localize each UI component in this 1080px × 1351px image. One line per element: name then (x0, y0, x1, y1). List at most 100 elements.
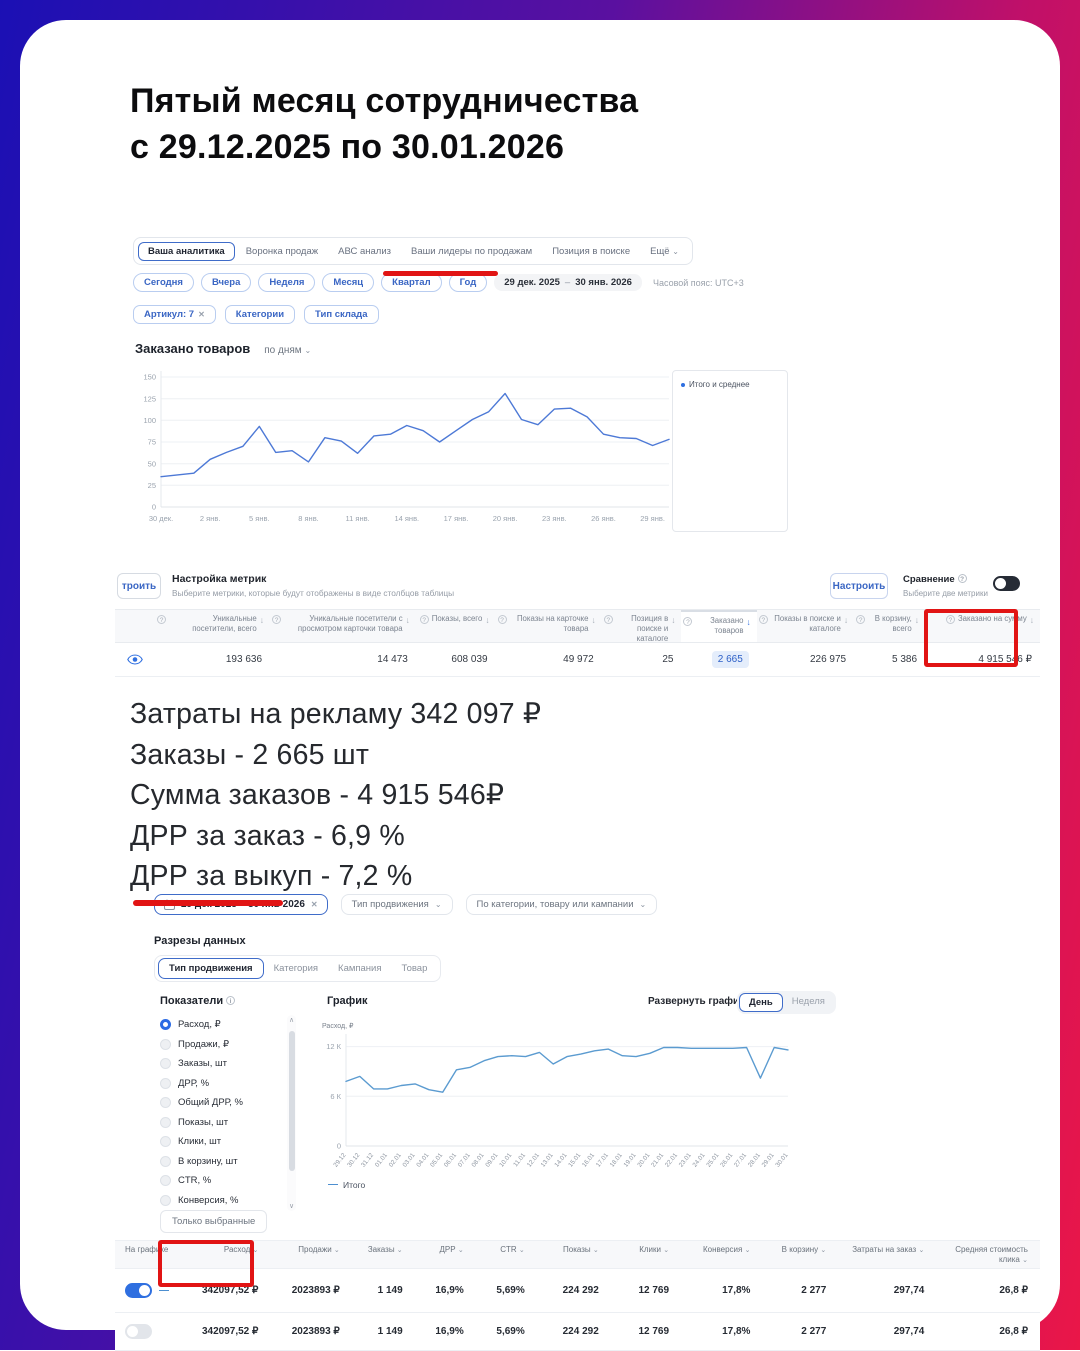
svg-text:27.01: 27.01 (733, 1152, 749, 1169)
indicator-drr[interactable]: ДРР, % (160, 1074, 280, 1094)
radio-icon[interactable] (160, 1097, 171, 1109)
radio-icon[interactable] (160, 1116, 171, 1128)
toggle-week-button[interactable]: Неделя (791, 996, 825, 1007)
indicator-total-drr[interactable]: Общий ДРР, % (160, 1093, 280, 1113)
tab-your-analytics[interactable]: Ваша аналитика (138, 241, 235, 261)
help-icon[interactable]: ? (497, 615, 507, 624)
help-icon[interactable]: ? (758, 615, 768, 624)
sort-desc-icon[interactable]: ↓ (1029, 615, 1035, 625)
on-graph-toggle-on[interactable] (125, 1283, 152, 1298)
indicator-spend[interactable]: Расход, ₽ (160, 1015, 280, 1035)
help-icon[interactable]: ? (419, 615, 429, 624)
stat-order-sum: Сумма заказов - 4 915 546₽ (130, 779, 505, 811)
cut-tab-product[interactable]: Товар (401, 963, 428, 974)
help-icon[interactable]: ? (957, 574, 967, 583)
radio-selected-icon[interactable] (160, 1019, 171, 1031)
col-drr[interactable]: ДРР ⌄ (439, 1245, 464, 1254)
col-spend[interactable]: Расход ⌄ (223, 1245, 259, 1254)
date-range-picker[interactable]: 29 дек. 2025–30 янв. 2026 (494, 274, 642, 291)
tab-sales-funnel[interactable]: Воронка продаж (245, 245, 319, 257)
col-clicks[interactable]: Клики ⌄ (639, 1245, 670, 1254)
radio-icon[interactable] (160, 1136, 171, 1148)
only-selected-button[interactable]: Только выбранные (160, 1210, 268, 1233)
help-icon[interactable]: ? (683, 617, 693, 626)
sort-desc-icon[interactable]: ↓ (259, 615, 265, 625)
period-pill-yesterday[interactable]: Вчера (200, 273, 252, 292)
sort-desc-icon[interactable]: ↓ (843, 615, 849, 625)
col-add-to-cart[interactable]: В корзину ⌄ (781, 1245, 827, 1254)
svg-text:12.01: 12.01 (526, 1152, 542, 1169)
indicator-sales[interactable]: Продажи, ₽ (160, 1035, 280, 1055)
help-icon[interactable]: ? (945, 615, 955, 624)
help-icon[interactable]: ? (272, 615, 282, 624)
radio-icon[interactable] (160, 1155, 171, 1167)
configure-button-partial[interactable]: троить (117, 573, 161, 599)
svg-text:30 дек.: 30 дек. (149, 514, 173, 523)
col-conversion[interactable]: Конверсия ⌄ (702, 1245, 751, 1254)
tab-abc-analysis[interactable]: АВС анализ (338, 245, 391, 257)
radio-icon[interactable] (160, 1175, 171, 1187)
expand-chart-button[interactable]: Развернуть график (648, 996, 745, 1007)
indicator-conversion[interactable]: Конверсия, % (160, 1191, 280, 1211)
radio-icon[interactable] (160, 1038, 171, 1050)
chart-granularity-dropdown[interactable]: по дням ⌄ (264, 345, 312, 356)
help-icon[interactable]: ? (157, 615, 167, 624)
info-icon[interactable]: i (226, 996, 236, 1005)
scrollbar-thumb[interactable] (288, 1031, 295, 1171)
radio-icon[interactable] (160, 1077, 171, 1089)
help-icon[interactable]: ? (603, 615, 613, 624)
radio-icon[interactable] (160, 1194, 171, 1206)
tab-search-position[interactable]: Позиция в поиске (552, 245, 631, 257)
indicator-impressions[interactable]: Показы, шт (160, 1113, 280, 1133)
toggle-day-button[interactable]: День (739, 993, 783, 1012)
radio-icon[interactable] (160, 1058, 171, 1070)
filter-warehouse-type[interactable]: Тип склада (304, 305, 379, 324)
date-range-end: 30 янв. 2026 (575, 277, 632, 288)
indicator-orders[interactable]: Заказы, шт (160, 1054, 280, 1074)
sort-desc-icon[interactable]: ↓ (591, 615, 596, 625)
chevron-down-icon: ⌄ (333, 1247, 340, 1254)
filter-article[interactable]: Артикул: 7 ✕ (133, 305, 216, 324)
visibility-eye-icon[interactable] (127, 654, 143, 665)
sort-desc-icon[interactable]: ↓ (485, 615, 490, 625)
compare-toggle[interactable] (993, 576, 1020, 591)
tab-more[interactable]: Ещё ⌄ (650, 245, 679, 257)
category-product-campaign-dropdown[interactable]: По категории, товару или кампании ⌄ (465, 894, 658, 915)
value-visitors-with-card-view: 14 473 (377, 654, 408, 665)
close-icon[interactable]: ✕ (198, 310, 205, 319)
col-impressions[interactable]: Показы ⌄ (563, 1245, 599, 1254)
promotion-table: На графике Расход ⌄ Продажи ⌄ Заказы ⌄ Д… (115, 1240, 1040, 1351)
col-orders[interactable]: Заказы ⌄ (367, 1245, 403, 1254)
configure-button[interactable]: Настроить (830, 573, 888, 599)
indicator-clicks[interactable]: Клики, шт (160, 1132, 280, 1152)
period-pill-today[interactable]: Сегодня (133, 273, 194, 292)
promotion-type-dropdown[interactable]: Тип продвижения ⌄ (340, 894, 453, 915)
indicator-ctr[interactable]: CTR, % (160, 1171, 280, 1191)
col-avg-click-cost[interactable]: Средняя стоимость клика ⌄ (955, 1245, 1028, 1264)
on-graph-toggle-off[interactable] (125, 1324, 152, 1339)
sort-desc-icon[interactable]: ↓ (405, 615, 410, 625)
sort-desc-icon-active[interactable]: ↓ (746, 617, 751, 627)
indicators-scrollbar[interactable]: ∧ ∨ (287, 1015, 296, 1211)
scroll-up-icon[interactable]: ∧ (288, 1017, 295, 1024)
cut-tab-category[interactable]: Категория (273, 963, 319, 974)
scroll-down-icon[interactable]: ∨ (288, 1203, 295, 1210)
sort-desc-icon[interactable]: ↓ (914, 615, 920, 625)
help-icon[interactable]: ? (856, 615, 866, 624)
col-ctr[interactable]: CTR ⌄ (500, 1245, 525, 1254)
svg-text:02.01: 02.01 (388, 1152, 404, 1169)
tab-sales-leaders[interactable]: Ваши лидеры по продажам (411, 245, 533, 257)
period-pill-month[interactable]: Месяц (322, 273, 375, 292)
sort-desc-icon[interactable]: ↓ (671, 615, 676, 625)
period-pill-week[interactable]: Неделя (258, 273, 316, 292)
indicator-add-to-cart[interactable]: В корзину, шт (160, 1152, 280, 1172)
filter-categories[interactable]: Категории (224, 305, 296, 324)
cut-tab-campaign[interactable]: Кампания (338, 963, 382, 974)
close-icon[interactable]: ✕ (310, 900, 318, 909)
col-sales[interactable]: Продажи ⌄ (298, 1245, 340, 1254)
period-pill-year[interactable]: Год (448, 273, 488, 292)
col-cost-per-order[interactable]: Затраты на заказ ⌄ (852, 1245, 925, 1254)
svg-text:30.12: 30.12 (346, 1152, 362, 1169)
cut-tab-promotion-type[interactable]: Тип продвижения (158, 958, 264, 979)
